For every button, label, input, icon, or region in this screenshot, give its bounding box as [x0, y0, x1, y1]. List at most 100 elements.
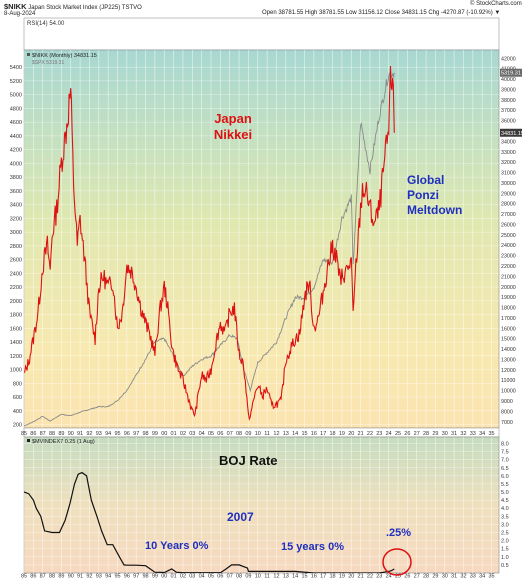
x-tick-label: 18 — [330, 431, 336, 437]
x-tick-label: 29 — [432, 574, 438, 578]
x-tick-label: 09 — [245, 574, 251, 578]
left-tick-label: 5200 — [10, 79, 22, 85]
x-tick-label: 02 — [180, 574, 186, 578]
right-tick-label: 7000 — [501, 420, 513, 426]
x-tick-label: 30 — [442, 574, 448, 578]
boj-tick-label: 2.0 — [501, 539, 509, 545]
left-tick-label: 1200 — [10, 354, 22, 360]
boj-tick-label: 6.0 — [501, 474, 509, 480]
right-tick-label: 33000 — [501, 150, 516, 156]
x-tick-label: 88 — [49, 574, 55, 578]
x-tick-label: 32 — [460, 431, 466, 437]
right-tick-label: 39000 — [501, 87, 516, 93]
x-tick-label: 05 — [208, 574, 214, 578]
x-tick-label: 28 — [423, 431, 429, 437]
x-tick-label: 22 — [367, 431, 373, 437]
right-tick-label: 23000 — [501, 254, 516, 260]
left-axis-ticks: 200 400 600 800 1000 1200 1400 1600 1800 2000 2200… — [10, 65, 22, 428]
x-tick-label: 96 — [124, 431, 130, 437]
x-tick-label: 23 — [376, 574, 382, 578]
right-tick-label: 19000 — [501, 295, 516, 301]
x-tick-label: 97 — [133, 574, 139, 578]
annotation-boj-rate: BOJ Rate — [219, 453, 278, 468]
x-tick-label: 11 — [264, 431, 270, 437]
x-tick-label: 95 — [114, 574, 120, 578]
boj-tick-label: 3.0 — [501, 522, 509, 528]
main-panel-background — [23, 49, 500, 429]
x-axis-ticks-bottom: 85 86 87 88 89 90 91 92 93 94 95 96 97 98 99 00 01 02 03 04… — [21, 574, 495, 578]
rsi-panel — [23, 17, 500, 51]
last-value-text: 5319.31 — [501, 71, 521, 77]
last-value-box — [500, 68, 522, 77]
rsi-label: RSI(14) 54.00 — [27, 21, 65, 27]
left-tick-label: 600 — [13, 395, 22, 401]
x-tick-label: 95 — [114, 431, 120, 437]
boj-tick-label: 7.0 — [501, 458, 509, 464]
right-tick-label: 34000 — [501, 139, 516, 145]
x-tick-label: 08 — [236, 574, 242, 578]
x-tick-label: 04 — [199, 574, 205, 578]
x-tick-label: 99 — [152, 574, 158, 578]
main-legend: $NIKK (Monthly) 34831.15$SPX 5319.31 — [27, 53, 97, 66]
x-tick-label: 07 — [227, 431, 233, 437]
left-tick-label: 4200 — [10, 148, 22, 154]
boj-tick-label: 8.0 — [501, 441, 509, 447]
x-tick-label: 32 — [460, 574, 466, 578]
left-tick-label: 2200 — [10, 285, 22, 291]
right-tick-label: 14000 — [501, 347, 516, 353]
date-label: 8-Aug-2024 — [4, 11, 36, 17]
right-tick-label: 24000 — [501, 243, 516, 249]
x-tick-label: 89 — [58, 574, 64, 578]
right-tick-label: 20000 — [501, 285, 516, 291]
x-tick-label: 01 — [171, 431, 177, 437]
left-tick-label: 800 — [13, 381, 22, 387]
boj-series — [24, 471, 395, 573]
boj-tick-label: 5.0 — [501, 490, 509, 496]
left-tick-label: 4000 — [10, 161, 22, 167]
x-tick-label: 92 — [86, 574, 92, 578]
x-tick-label: 26 — [404, 431, 410, 437]
x-tick-label: 07 — [227, 574, 233, 578]
x-tick-label: 33 — [470, 431, 476, 437]
x-tick-label: 20 — [348, 431, 354, 437]
x-tick-label: 19 — [339, 431, 345, 437]
right-tick-label: 13000 — [501, 357, 516, 363]
x-tick-label: 20 — [348, 574, 354, 578]
chart-header-line-1: $NIKK Japan Stock Market Index (JP225) T… — [4, 2, 142, 11]
x-tick-label: 16 — [311, 574, 317, 578]
boj-tick-label: 1.5 — [501, 547, 509, 553]
boj-tick-label: 5.5 — [501, 482, 509, 488]
x-tick-label: 15 — [301, 431, 307, 437]
x-tick-label: 09 — [245, 431, 251, 437]
x-tick-label: 24 — [386, 574, 392, 578]
x-tick-label: 88 — [49, 431, 55, 437]
right-tick-label: 26000 — [501, 222, 516, 228]
x-tick-label: 19 — [339, 574, 345, 578]
right-tick-label: 8000 — [501, 409, 513, 415]
x-tick-label: 28 — [423, 574, 429, 578]
main-series — [24, 65, 395, 427]
right-tick-label: 28000 — [501, 202, 516, 208]
left-tick-label: 1800 — [10, 313, 22, 319]
x-tick-label: 18 — [330, 574, 336, 578]
right-tick-label: 11000 — [501, 378, 515, 384]
boj-tick-label: 0.5 — [501, 563, 509, 569]
symbol-label: $NIKK — [4, 2, 27, 11]
x-tick-label: 99 — [152, 431, 158, 437]
x-tick-label: 15 — [301, 574, 307, 578]
x-tick-label: 03 — [189, 431, 195, 437]
x-tick-label: 93 — [96, 574, 102, 578]
left-tick-label: 5000 — [10, 93, 22, 99]
x-tick-label: 92 — [86, 431, 92, 437]
x-tick-label: 94 — [105, 574, 111, 578]
x-tick-label: 10 — [255, 431, 261, 437]
x-tick-label: 13 — [283, 574, 289, 578]
boj-grid — [23, 437, 499, 573]
left-tick-label: 200 — [13, 423, 22, 429]
annotation-10-years: 10 Years 0% — [145, 540, 209, 552]
legend-swatch — [27, 53, 30, 56]
x-tick-label: 00 — [161, 574, 167, 578]
x-tick-label: 04 — [199, 431, 205, 437]
x-tick-label: 22 — [367, 574, 373, 578]
x-tick-label: 93 — [96, 431, 102, 437]
